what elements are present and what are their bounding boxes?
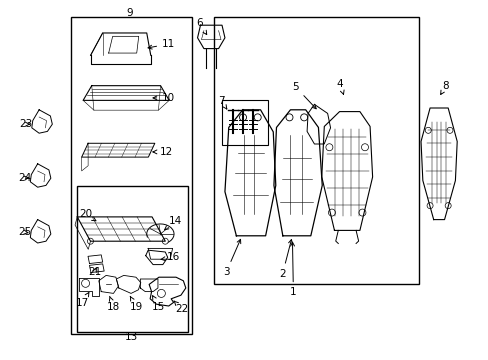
Text: 3: 3 <box>223 239 240 277</box>
Text: 18: 18 <box>106 296 120 312</box>
Text: 13: 13 <box>124 332 138 342</box>
Bar <box>71 17 191 334</box>
Text: 16: 16 <box>161 252 180 262</box>
Text: 19: 19 <box>129 296 142 312</box>
Text: 9: 9 <box>126 8 133 18</box>
Text: 15: 15 <box>152 296 165 312</box>
Text: 4: 4 <box>336 78 344 94</box>
Text: 8: 8 <box>440 81 448 94</box>
Text: 17: 17 <box>75 292 89 308</box>
Text: 12: 12 <box>153 147 173 157</box>
Text: 14: 14 <box>164 216 182 230</box>
Text: 7: 7 <box>217 96 226 109</box>
Bar <box>221 100 267 145</box>
Text: 22: 22 <box>174 301 188 314</box>
Text: 5: 5 <box>292 82 316 109</box>
Text: 21: 21 <box>87 267 101 277</box>
Bar <box>213 17 418 284</box>
Text: 20: 20 <box>79 209 96 221</box>
Text: 11: 11 <box>148 39 175 49</box>
Text: 25: 25 <box>18 227 31 237</box>
Text: 24: 24 <box>18 173 31 183</box>
Text: 10: 10 <box>153 93 175 103</box>
Text: 6: 6 <box>196 18 206 35</box>
Bar <box>77 186 188 332</box>
Text: 1: 1 <box>289 242 296 297</box>
Text: 2: 2 <box>279 239 292 279</box>
Text: 23: 23 <box>19 119 33 129</box>
